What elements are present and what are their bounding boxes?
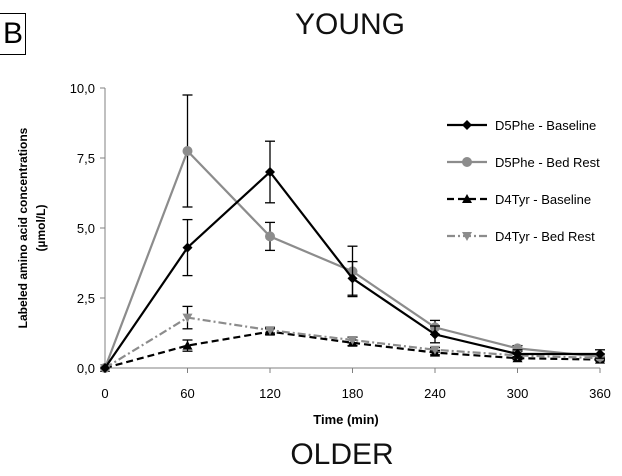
x-tick-label: 360 [589, 386, 611, 401]
data-point-marker [182, 313, 193, 323]
data-point-marker [462, 232, 472, 241]
data-point-marker [462, 120, 472, 130]
data-point-marker [265, 231, 275, 242]
data-point-marker [595, 349, 605, 359]
x-tick-label: 120 [259, 386, 281, 401]
legend-label: D4Tyr - Baseline [495, 192, 591, 207]
next-panel-heading: OLDER [290, 438, 394, 471]
y-tick-label: 5,0 [77, 221, 95, 236]
data-point-marker [462, 157, 472, 167]
data-point-marker [462, 194, 472, 203]
legend-item: D5Phe - Baseline [447, 118, 596, 133]
x-tick-label: 300 [507, 386, 529, 401]
x-tick-label: 60 [180, 386, 194, 401]
legend-label: D5Phe - Bed Rest [495, 155, 600, 170]
legend-label: D5Phe - Baseline [495, 118, 596, 133]
legend-item: D4Tyr - Baseline [447, 192, 591, 207]
data-point-marker [182, 242, 193, 253]
data-point-marker [100, 363, 110, 373]
series-d5phe-baseline [100, 140, 605, 373]
x-tick-label: 240 [424, 386, 446, 401]
y-axis-label: Labeled amino acid concentrations [16, 127, 30, 328]
data-point-marker [265, 326, 275, 336]
data-point-marker [430, 345, 440, 355]
x-tick-label: 180 [342, 386, 364, 401]
y-tick-label: 2,5 [77, 291, 95, 306]
series-d4tyr-bed-rest [100, 305, 605, 373]
x-tick-label: 0 [101, 386, 108, 401]
data-point-marker [347, 336, 358, 345]
chart-legend: D5Phe - Baseline D5Phe - Bed Rest D4Tyr - … [447, 118, 600, 244]
data-point-marker [182, 146, 193, 156]
chart-title: YOUNG [294, 8, 405, 41]
y-tick-label: 0,0 [77, 361, 95, 376]
data-point-marker [512, 343, 523, 354]
panel-label: B [0, 13, 26, 55]
legend-label: D4Tyr - Bed Rest [495, 229, 595, 244]
legend-item: D5Phe - Bed Rest [447, 155, 600, 170]
data-point-marker [182, 340, 193, 350]
chart-axes: 0,0 2,5 5,0 7,5 10,0 0 60 120 180 240 300 360 [70, 81, 611, 401]
series-layer [100, 94, 605, 373]
data-point-marker [347, 273, 358, 284]
y-axis-unit-label: (µmol/L) [34, 205, 48, 252]
data-point-marker [512, 349, 523, 359]
y-tick-label: 10,0 [70, 81, 95, 96]
legend-item: D4Tyr - Bed Rest [447, 229, 595, 244]
x-axis-label: Time (min) [313, 412, 379, 427]
data-point-marker [430, 329, 440, 340]
data-point-marker [265, 167, 275, 177]
y-tick-label: 7,5 [77, 151, 95, 166]
